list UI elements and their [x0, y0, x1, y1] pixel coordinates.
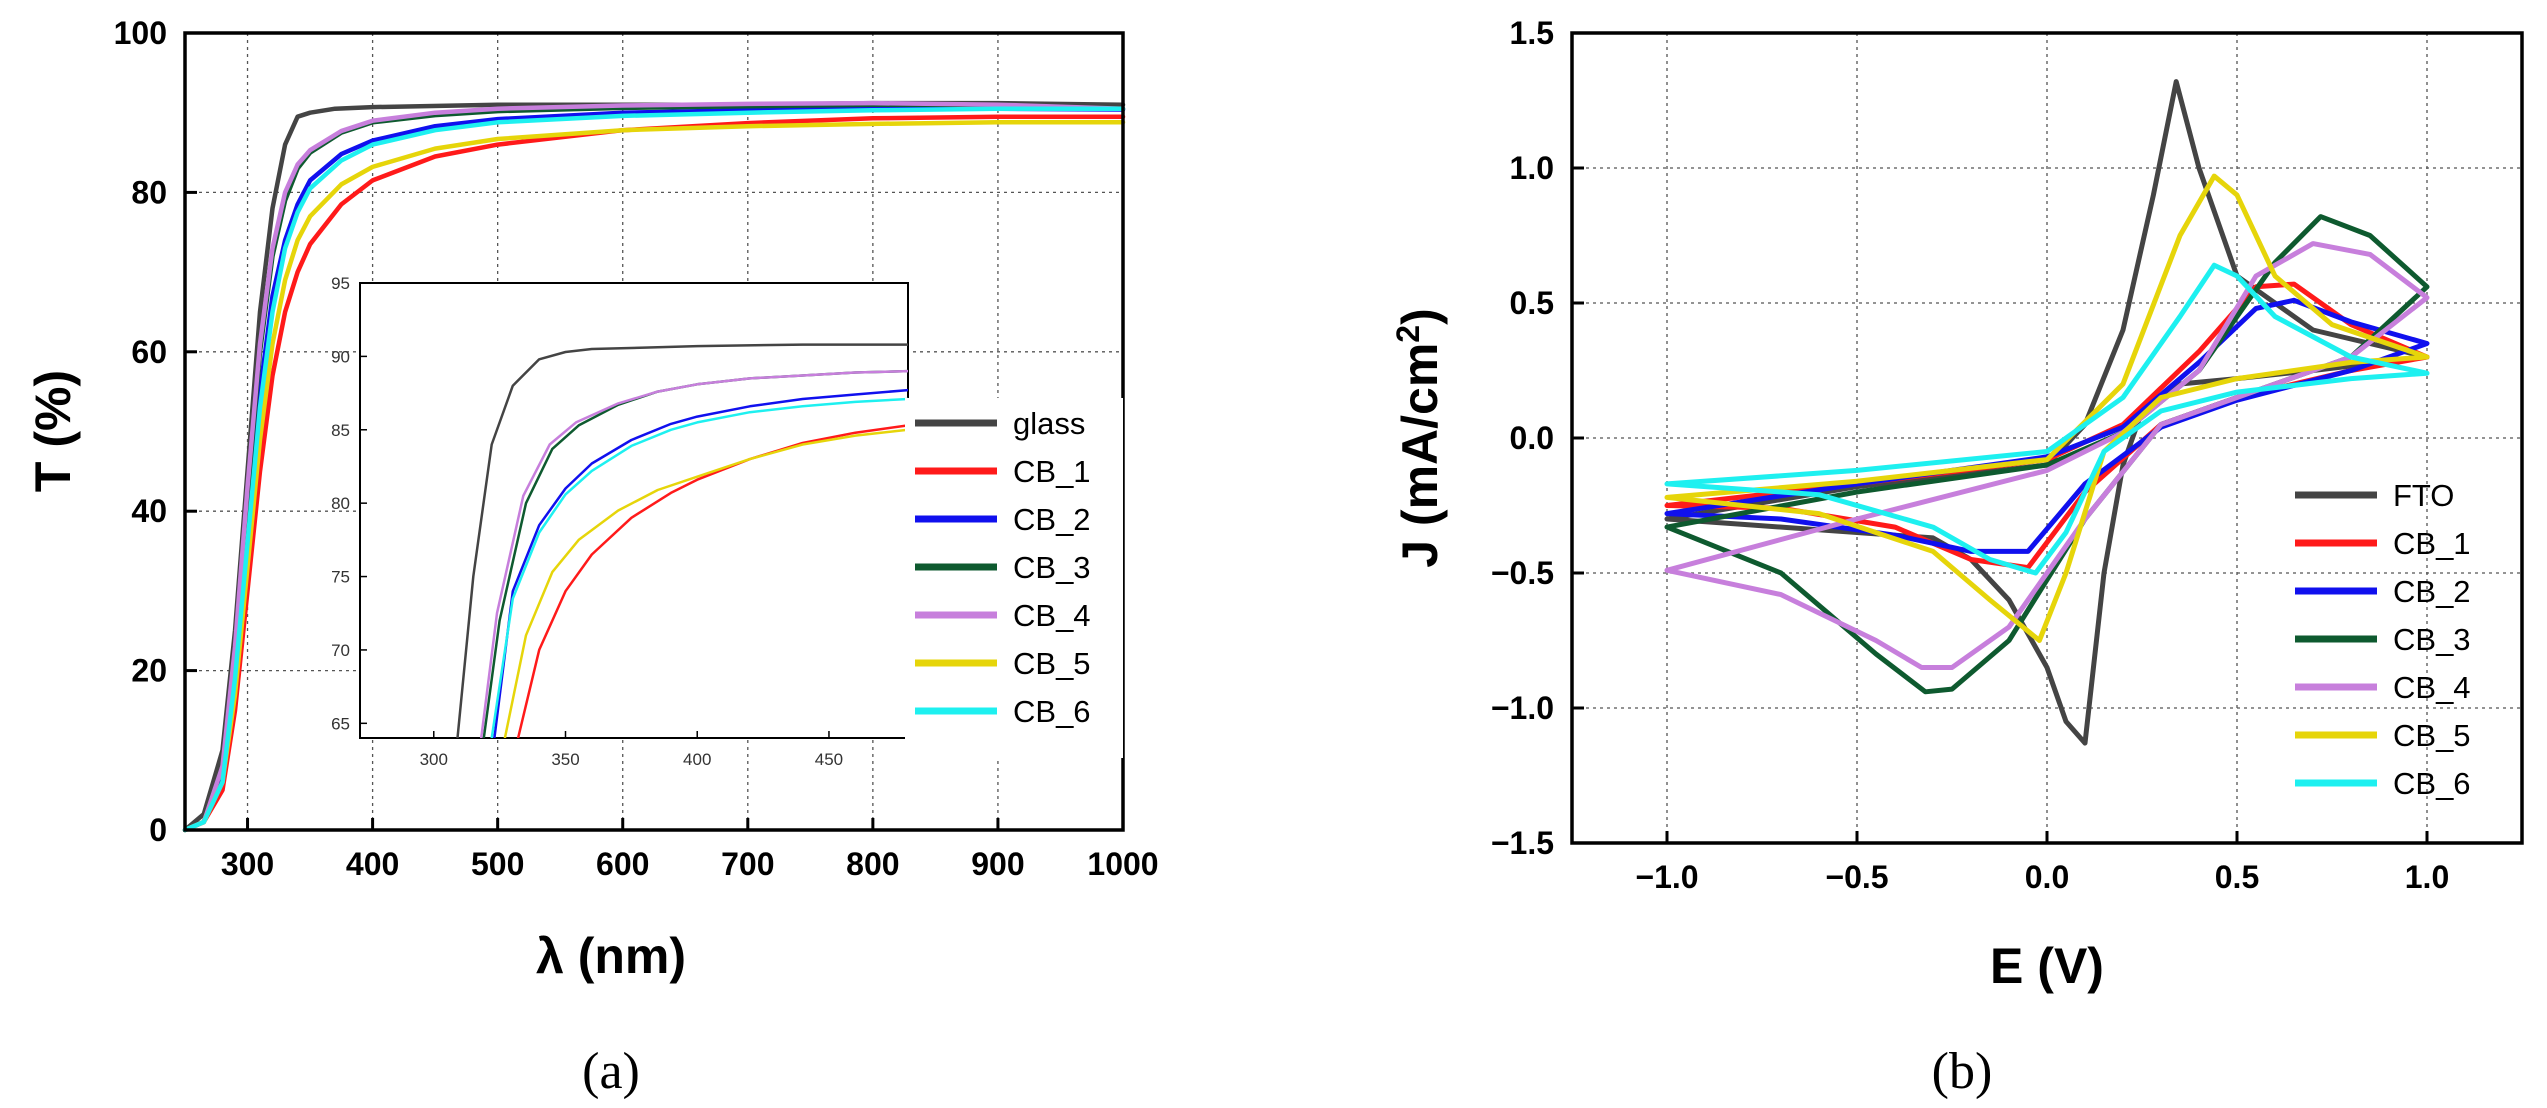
panel-a-line-cb-6: [182, 106, 1126, 833]
panel-b-legend-label: FTO: [2393, 478, 2454, 513]
panel-a-y-tick-label: 40: [131, 493, 167, 529]
panel-b-x-tick-label: 0.0: [2025, 859, 2069, 895]
inset-x-tick-label: 450: [815, 750, 843, 769]
inset-y-tick-label: 75: [331, 568, 350, 587]
panel-a-x-tick-label: 800: [846, 846, 899, 882]
panel-b-line-cb-6: [1664, 262, 2430, 576]
panel-b-caption: (b): [1932, 1043, 1993, 1100]
inset-line-glass: [456, 343, 908, 738]
panel-b-x-tick-label: 1.0: [2405, 859, 2449, 895]
panel-a-legend-background: [905, 398, 1123, 758]
panel-a-line-cb-1: [182, 114, 1126, 833]
panel-b-y-ticks: −1.5 −1.0 −0.5 0.0 0.5 1.0 1.5: [1491, 15, 1584, 861]
panel-a-y-tick-label: 20: [131, 653, 167, 689]
inset-x-tick-label: 400: [683, 750, 711, 769]
panel-b-y-tick-label: 1.0: [1510, 150, 1554, 186]
panel-a-series: [182, 100, 1126, 833]
inset-x-ticks: 300 350 400 450: [420, 731, 843, 769]
panel-b: −1.0 −0.5 0.0 0.5 1.0 −1.5 −1.0 −0.5 0.0 0.5 1.0 1…: [1390, 15, 2524, 1100]
inset-y-tick-label: 65: [331, 714, 350, 733]
inset-line-cb-5: [503, 428, 908, 738]
inset-y-tick-label: 85: [331, 421, 350, 440]
panel-b-y-tick-label: −0.5: [1491, 555, 1554, 591]
panel-b-legend-label: CB_2: [2393, 574, 2471, 609]
panel-b-y-tick-label: −1.0: [1491, 690, 1554, 726]
panel-a-legend-label: CB_4: [1013, 598, 1091, 633]
inset-y-tick-label: 90: [331, 347, 350, 366]
panel-a-x-tick-label: 300: [221, 846, 274, 882]
panel-a-x-axis-label: λ (nm): [536, 928, 686, 984]
panel-a-legend-label: CB_1: [1013, 454, 1091, 489]
panel-a-y-tick-label: 60: [131, 334, 167, 370]
panel-b-legend-label: CB_4: [2393, 670, 2471, 705]
panel-a-x-ticks: 300 400 500 600 700 800 900 1000: [221, 818, 1159, 882]
panel-b-line-fto: [1664, 79, 2430, 746]
panel-a-legend-label: CB_3: [1013, 550, 1091, 585]
panel-a-y-tick-label: 100: [114, 15, 167, 51]
inset-x-tick-label: 300: [420, 750, 448, 769]
panel-a-line-cb-4: [182, 100, 1126, 833]
inset-y-ticks: 65 70 75 80 85 90 95: [331, 274, 367, 733]
panel-a-legend-label: CB_2: [1013, 502, 1091, 537]
panel-a-x-tick-label: 900: [971, 846, 1024, 882]
inset-y-tick-label: 80: [331, 494, 350, 513]
panel-b-y-axis-label-main: J (mA/cm: [1392, 343, 1448, 568]
panel-a-y-tick-label: 0: [149, 812, 167, 848]
panel-a-legend-label: CB_5: [1013, 646, 1091, 681]
panel-a: 300 400 500 600 700 800 900 1000 0 20 40 60 80 100 3…: [25, 15, 1159, 1100]
panel-b-y-tick-label: 1.5: [1510, 15, 1554, 51]
panel-a-x-tick-label: 400: [346, 846, 399, 882]
panel-a-legend-label: CB_6: [1013, 694, 1091, 729]
panel-a-y-ticks: 0 20 40 60 80 100: [114, 15, 197, 848]
inset-y-tick-label: 70: [331, 641, 350, 660]
panel-b-legend-label: CB_3: [2393, 622, 2471, 657]
panel-b-y-tick-label: −1.5: [1491, 825, 1554, 861]
panel-b-series: [1664, 79, 2430, 746]
panel-a-y-tick-label: 80: [131, 174, 167, 210]
panel-b-grid: [1572, 32, 2522, 844]
panel-b-x-tick-label: −0.5: [1825, 859, 1888, 895]
panel-b-y-axis-label-close: ): [1392, 308, 1448, 325]
panel-b-legend-label: CB_6: [2393, 766, 2471, 801]
inset-line-cb-6: [490, 397, 908, 738]
panel-a-legend: glass CB_1 CB_2 CB_3 CB_4 CB_5 CB_6: [905, 398, 1123, 758]
panel-a-x-tick-label: 1000: [1087, 846, 1158, 882]
panel-b-legend-label: CB_5: [2393, 718, 2471, 753]
panel-a-caption: (a): [582, 1043, 640, 1100]
panel-b-x-ticks: −1.0 −0.5 0.0 0.5 1.0: [1635, 831, 2449, 895]
inset-frame: [359, 282, 909, 739]
panel-b-line-cb-2: [1664, 297, 2430, 554]
inset-y-tick-label: 95: [331, 274, 350, 293]
panel-b-x-tick-label: 0.5: [2215, 859, 2259, 895]
panel-a-x-tick-label: 600: [596, 846, 649, 882]
inset-x-tick-label: 350: [551, 750, 579, 769]
inset-line-cb-2: [493, 388, 908, 738]
panel-b-x-axis-label: E (V): [1990, 938, 2104, 994]
panel-b-x-tick-label: −1.0: [1635, 859, 1698, 895]
panel-a-x-tick-label: 700: [721, 846, 774, 882]
panel-b-y-tick-label: 0.0: [1510, 420, 1554, 456]
panel-a-x-tick-label: 500: [471, 846, 524, 882]
panel-b-y-tick-label: 0.5: [1510, 285, 1554, 321]
inset-line-cb-1: [516, 424, 908, 738]
inset-series: [456, 343, 908, 738]
panel-a-y-axis-label: T (%): [25, 370, 81, 492]
panel-b-legend-label: CB_1: [2393, 526, 2471, 561]
panel-b-line-cb-5: [1664, 173, 2430, 643]
panel-b-y-axis-label: J (mA/cm2): [1390, 308, 1448, 568]
panel-a-legend-label: glass: [1013, 406, 1085, 441]
panel-b-y-axis-label-sup: 2: [1390, 325, 1426, 343]
inset-line-cb-4: [479, 369, 908, 738]
panel-b-legend: FTO CB_1 CB_2 CB_3 CB_4 CB_5 CB_6: [2295, 478, 2471, 801]
